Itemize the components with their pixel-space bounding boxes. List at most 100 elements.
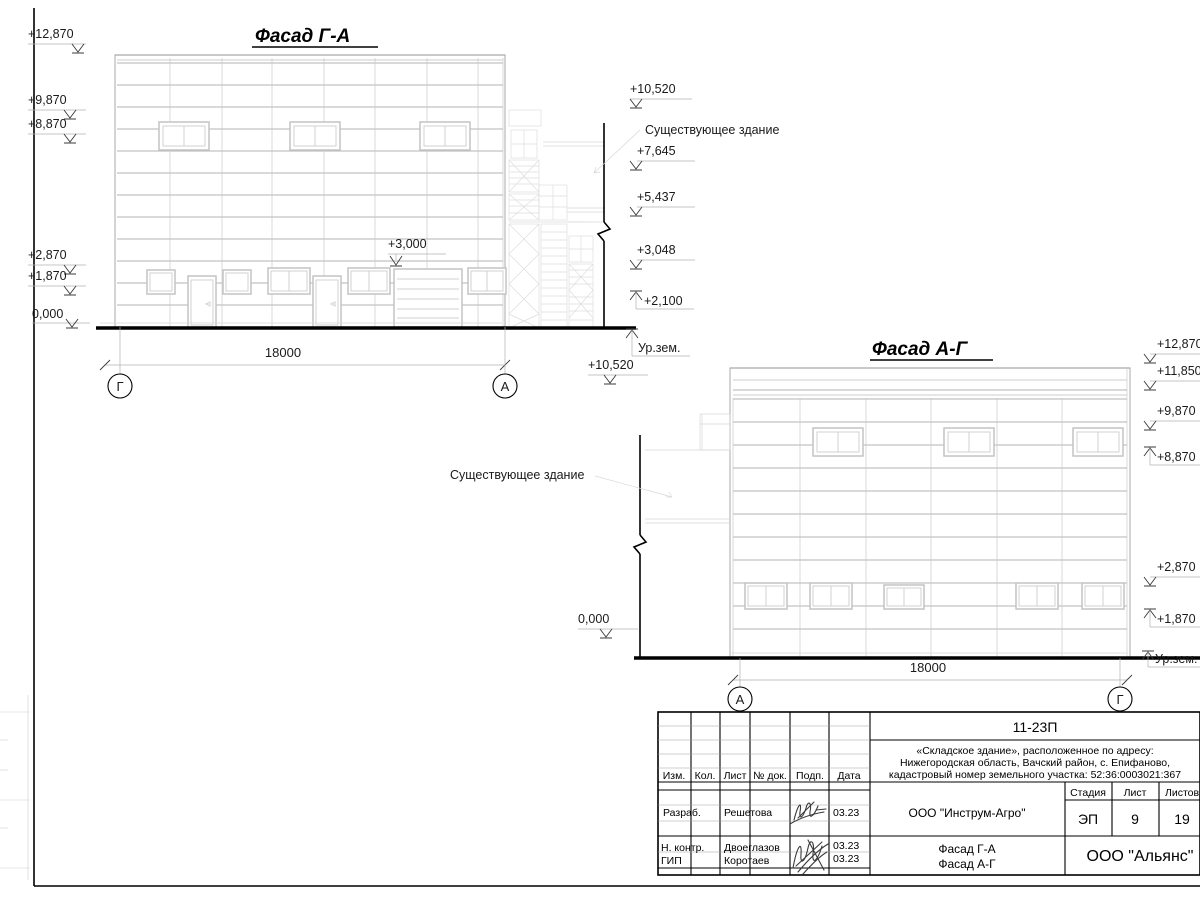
facade-2-upper-window [1072,427,1124,457]
facade-2-level-markers-left: +10,520 0,000 [578,358,648,639]
sheet-border [33,8,1200,887]
facade-1-door [187,275,217,328]
row-date-1: 03.23 [833,807,859,819]
row-name-reshetova: Решетова [724,807,772,819]
facade-2-dimension: 18000 А Г [727,658,1133,712]
level-label: 0,000 [578,612,609,626]
facade-2-existing-building-annotation: Существующее здание [450,468,584,482]
facade-2-existing-building-break-line [632,435,648,658]
facade-1-gate-level-marker: +3,000 [388,237,446,267]
level-label: +2,870 [28,248,67,262]
row-date-3: 03.23 [833,853,859,865]
level-label: +1,870 [28,269,67,283]
customer-name: ООО "Инструм-Агро" [909,806,1026,820]
facade-1-group: Фасад Г-А [28,26,779,399]
row-date-2: 03.23 [833,840,859,852]
level-label: +10,520 [588,358,634,372]
sheets-value: 19 [1174,811,1190,827]
facade-1-existing-building-break-line [596,123,612,328]
facade-1-exterior-staircase [508,109,594,329]
row-name-dvoeglazov: Двоеглазов [724,842,780,854]
facade-1-lower-window [467,267,507,295]
facade-1-title: Фасад Г-А [255,26,350,47]
column-header-list: Лист [724,770,747,782]
object-description-line-1: «Складское здание», расположенное по адр… [916,745,1153,757]
signature-nkontr-gip [792,839,829,875]
axis-label: Г [1116,692,1123,707]
offsheet-table-fragment [0,695,30,880]
drawing-name-2: Фасад А-Г [938,857,996,871]
level-label: +9,870 [28,93,67,107]
column-header-ndok: № док. [753,770,787,782]
axis-bubble [1107,686,1133,712]
dimension-value: 18000 [265,345,301,360]
facade-2-annotation-group: Существующее здание [450,468,673,498]
title-block: 11-23П «Складское здание», расположенное… [657,711,1200,876]
dimension-value: 18000 [910,660,946,675]
level-label: +10,520 [630,82,676,96]
facade-1-upper-window [158,121,210,151]
axis-bubble [727,686,753,712]
column-header-podp: Подп. [796,770,824,782]
stage-value: ЭП [1078,811,1098,827]
facade-1-lower-window [267,267,311,295]
level-label: +2,100 [644,294,683,308]
axis-label: Г [116,379,123,394]
facade-2-existing-building-outline [645,413,731,524]
facade-2-group: Фасад А-Г [450,337,1200,712]
facade-1-existing-building-outline [543,141,605,223]
facade-2-title: Фасад А-Г [872,339,969,360]
facade-1-building [114,54,507,328]
facade-2-lower-window [1081,582,1125,610]
level-label: +8,870 [28,117,67,131]
object-description-line-2: Нижегородская область, Вачский район, с.… [900,757,1170,769]
facade-2-upper-window [943,427,995,457]
stage-header: Стадия [1070,787,1106,799]
facade-1-upper-window [419,121,471,151]
facade-1-door [312,275,342,328]
level-label: +3,048 [637,243,676,257]
axis-bubble [492,373,518,399]
column-header-izm: Изм. [663,770,686,782]
facade-1-upper-window [289,121,341,151]
level-label: +7,645 [637,144,676,158]
axis-label: А [736,692,745,707]
facade-2-lower-window [809,582,853,610]
facade-1-lower-window [222,269,252,295]
facade-1-level-markers-right: +10,520 Существующее здание +7,645 +5,43… [593,82,779,357]
level-label: 0,000 [32,307,63,321]
sheet-value: 9 [1131,811,1139,827]
drawing-name-1: Фасад Г-А [938,842,995,856]
sheet-header: Лист [1124,787,1147,799]
facade-2-building [729,367,1131,659]
designer-name: ООО "Альянс" [1087,848,1194,865]
level-label: +12,870 [1157,337,1200,351]
project-code: 11-23П [1013,719,1058,735]
signature-razrab [789,801,827,825]
ground-level-label: Ур.зем. [1155,652,1197,666]
facade-1-dimension: 18000 Г А [99,327,518,399]
object-description-line-3: кадастровый номер земельного участка: 52… [889,769,1181,781]
level-label: +11,850 [1157,364,1200,378]
facade-2-level-markers-right: +12,870 +11,850 +9,870 +8,870 +2,870 +1,… [1141,337,1200,668]
ground-level-label: Ур.зем. [638,341,680,355]
facade-1-lower-window [146,269,176,295]
level-label: +8,870 [1157,450,1196,464]
column-header-kol: Кол. [695,770,716,782]
row-role-nkontr: Н. контр. [661,842,704,854]
facade-2-lower-window [1015,582,1059,610]
row-name-korotaev: Коротаев [724,855,770,867]
axis-label: А [501,379,510,394]
level-label: +2,870 [1157,560,1196,574]
level-label: +3,000 [388,237,427,251]
level-label: +5,437 [637,190,676,204]
row-role-razrab: Разраб. [663,807,701,819]
facade-2-lower-window [883,584,925,610]
facade-1-lower-window [347,267,391,295]
sheets-header: Листов [1165,787,1200,799]
facade-2-lower-window [744,582,788,610]
row-role-gip: ГИП [661,855,682,867]
facade-1-sectional-gate [393,268,463,328]
level-label: +12,870 [28,27,74,41]
